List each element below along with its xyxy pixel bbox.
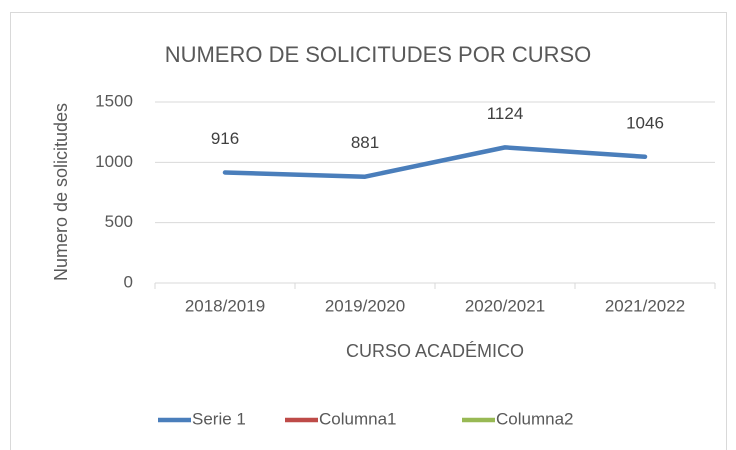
data-label: 1124 <box>487 104 524 123</box>
data-label: 881 <box>351 133 379 152</box>
legend-label: Serie 1 <box>192 409 246 428</box>
y-tick-label: 1500 <box>95 91 133 110</box>
chart-frame <box>10 12 727 450</box>
x-tick-label: 2020/2021 <box>465 296 545 315</box>
legend-label: Columna2 <box>496 409 574 428</box>
data-label: 916 <box>211 129 239 148</box>
x-tick-label: 2021/2022 <box>605 296 685 315</box>
x-axis-label: CURSO ACADÉMICO <box>346 341 524 361</box>
x-tick-label: 2018/2019 <box>185 296 265 315</box>
data-label: 1046 <box>626 113 664 132</box>
y-axis-label: Numero de solicitudes <box>51 103 71 281</box>
line-series <box>222 145 648 179</box>
y-tick-label: 0 <box>124 272 133 291</box>
x-tick-label: 2019/2020 <box>325 296 405 315</box>
chart-title: NUMERO DE SOLICITUDES POR CURSO <box>165 42 592 67</box>
legend-label: Columna1 <box>319 409 397 428</box>
y-tick-label: 500 <box>105 212 133 231</box>
y-tick-label: 1000 <box>95 152 133 171</box>
